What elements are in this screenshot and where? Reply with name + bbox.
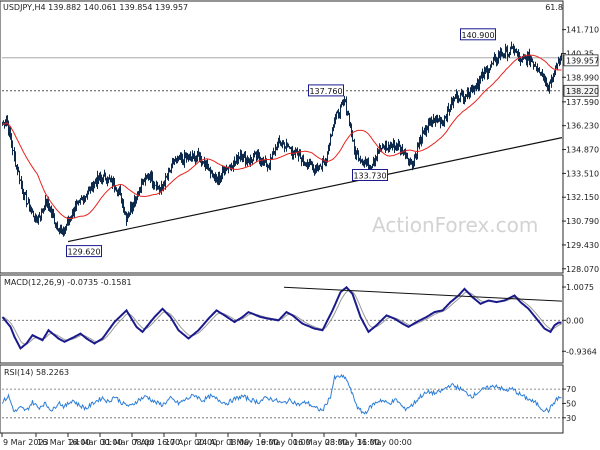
time-tick-label: 16 Mar 16:00: [37, 438, 90, 447]
moving-average-line: [2, 54, 562, 219]
rsi-title: RSI(14) 58.2263: [4, 368, 69, 377]
time-tick-label: 23 May 16:00: [325, 438, 380, 447]
macd-layer: [1, 285, 563, 350]
price-tick-label: 130.790: [566, 217, 599, 226]
annotation-label: 140.900: [461, 31, 494, 40]
current-price-label: 139.957: [566, 56, 599, 65]
rsi-line: [2, 373, 562, 415]
macd-tick-label: -0.9364: [566, 347, 597, 356]
level-price-box: [563, 84, 599, 97]
price-tick-label: 138.990: [566, 73, 599, 82]
annotation-box: [460, 28, 496, 41]
rsi-tick-label: 70: [566, 385, 576, 394]
time-tick-label: 1 May 16:00: [229, 438, 279, 447]
time-tick-label: 17 Apr 00:00: [165, 438, 217, 447]
annotation-box: [66, 245, 102, 258]
rsi-layer: [2, 373, 562, 419]
rsi-tick-label: 30: [566, 414, 576, 423]
price-tick-label: 134.870: [566, 146, 599, 155]
time-tick-label: 24 Apr 08:00: [197, 438, 249, 447]
current-price-box: [563, 54, 599, 67]
trendline-layer: [67, 137, 563, 243]
watermark: ActionForex.com: [372, 213, 538, 237]
annotation-label: 133.730: [353, 172, 386, 181]
price-axis: 141.710 140.35 138.990 137.590 136.230 134.87…: [562, 26, 599, 274]
time-tick-label: 7 Apr 16:00: [133, 438, 180, 447]
moving-average-layer: [2, 54, 562, 219]
price-tick-label: 136.230: [566, 122, 599, 131]
corner-value: 61.8: [545, 3, 563, 12]
trendline: [67, 137, 563, 243]
price-tick-label: 137.590: [566, 98, 599, 107]
time-tick-label: 31 Mar 08:00: [101, 438, 154, 447]
price-annotations: 129.620 137.760 133.730 140.900: [66, 28, 496, 258]
candles: [2, 41, 562, 237]
time-tick-label: 16 May 08:00: [293, 438, 348, 447]
price-panel-frame: [0, 0, 564, 274]
macd-title: MACD(12,26,9) -0.0735 -0.1581: [4, 278, 132, 287]
annotation-label: 137.760: [309, 87, 342, 96]
macd-line: [1, 285, 562, 350]
time-tick-label: 9 Mar 2023: [3, 438, 49, 447]
time-tick-label: 31 May 00:00: [357, 438, 412, 447]
price-tick-label: 140.35: [566, 49, 594, 58]
macd-tick-label: 1.0075: [566, 283, 594, 292]
rsi-panel-frame: [0, 364, 564, 434]
rsi-tick-label: 50: [566, 399, 576, 408]
macd-panel-frame: [0, 274, 564, 364]
time-tick-label: 24 Mar 00:00: [69, 438, 122, 447]
price-hlines: [2, 57, 562, 92]
price-chart-title: USDJPY,H4 139.882 140.061 139.854 139.95…: [3, 3, 188, 12]
price-tick-label: 141.710: [566, 26, 599, 35]
price-tick-label: 132.150: [566, 193, 599, 202]
level-price-label: 138.220: [566, 87, 599, 96]
macd-trendline: [283, 286, 563, 302]
macd-axis: 1.0075 0.00 -0.9364: [562, 283, 597, 356]
rsi-axis: 70 50 30: [562, 385, 576, 423]
annotation-box: [308, 84, 344, 97]
price-tick-label: 129.430: [566, 241, 599, 250]
price-tick-label: 128.070: [566, 265, 599, 274]
annotation-box: [352, 169, 388, 181]
time-tick-label: 9 May 00:00: [261, 438, 311, 447]
annotation-label: 129.620: [67, 248, 100, 257]
price-tick-label: 133.510: [566, 169, 599, 178]
macd-tick-label: 0.00: [566, 316, 584, 325]
